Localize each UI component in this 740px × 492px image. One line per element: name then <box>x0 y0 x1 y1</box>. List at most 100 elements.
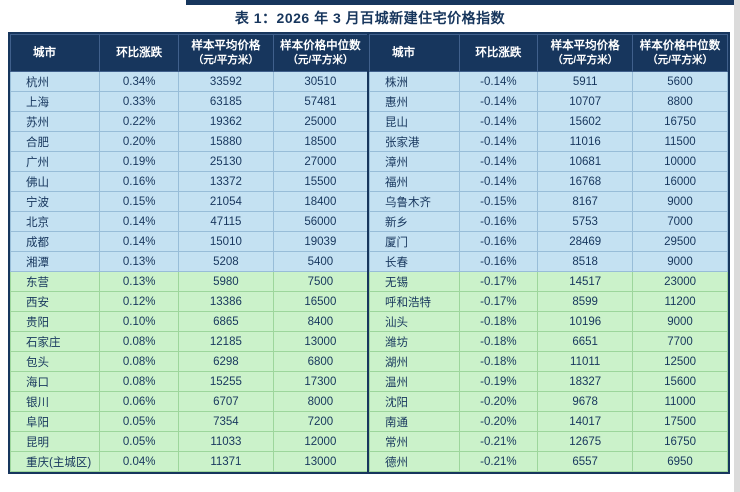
median-price-cell: 7700 <box>632 331 728 352</box>
city-cell: 北京 <box>9 211 101 232</box>
avg-price-cell: 8599 <box>537 291 634 312</box>
median-price-cell: 16750 <box>632 111 728 132</box>
table-row: 沈阳 -0.20% 9678 11000 <box>369 391 728 412</box>
median-price-cell: 13000 <box>272 331 369 352</box>
change-cell: 0.12% <box>99 291 180 312</box>
median-price-cell: 19039 <box>272 231 369 252</box>
avg-price-cell: 5911 <box>537 71 634 92</box>
median-price-cell: 57481 <box>272 91 369 112</box>
table-row: 温州 -0.19% 18327 15600 <box>369 371 728 392</box>
header-median-price: 样本价格中位数 （元/平方米） <box>632 34 728 72</box>
avg-price-cell: 8518 <box>537 251 634 272</box>
change-cell: -0.15% <box>458 191 539 212</box>
table-row: 潍坊 -0.18% 6651 7700 <box>369 331 728 352</box>
change-cell: 0.08% <box>99 351 180 372</box>
median-price-cell: 6950 <box>632 451 728 472</box>
header-unit-label: （元/平方米） <box>647 53 714 66</box>
avg-price-cell: 11033 <box>178 431 274 452</box>
change-cell: -0.14% <box>458 91 539 112</box>
median-price-cell: 8800 <box>632 91 728 112</box>
header-unit-label: （元/平方米） <box>287 53 354 66</box>
city-cell: 惠州 <box>369 91 460 112</box>
avg-price-cell: 15255 <box>178 371 274 392</box>
change-cell: 0.22% <box>99 111 180 132</box>
avg-price-cell: 6865 <box>178 311 274 332</box>
city-cell: 湘潭 <box>9 251 101 272</box>
city-cell: 湖州 <box>369 351 460 372</box>
city-cell: 佛山 <box>9 171 101 192</box>
table-row: 漳州 -0.14% 10681 10000 <box>369 151 728 172</box>
header-avg-price: 样本平均价格 （元/平方米） <box>178 34 274 72</box>
header-city: 城市 <box>369 34 460 72</box>
city-cell: 重庆(主城区) <box>9 451 101 472</box>
avg-price-cell: 13386 <box>178 291 274 312</box>
avg-price-cell: 5753 <box>537 211 634 232</box>
table-row: 常州 -0.21% 12675 16750 <box>369 431 728 452</box>
city-cell: 成都 <box>9 231 101 252</box>
city-cell: 沈阳 <box>369 391 460 412</box>
table-row: 呼和浩特 -0.17% 8599 11200 <box>369 291 728 312</box>
left-table-body: 杭州 0.34% 33592 30510 上海 0.33% 63185 57481 苏州 0.22… <box>9 71 369 472</box>
city-cell: 德州 <box>369 451 460 472</box>
change-cell: 0.34% <box>99 71 180 92</box>
city-cell: 乌鲁木齐 <box>369 191 460 212</box>
header-change: 环比涨跌 <box>458 34 539 72</box>
table-row: 长春 -0.16% 8518 9000 <box>369 251 728 272</box>
table-row: 贵阳 0.10% 6865 8400 <box>9 311 369 332</box>
median-price-cell: 16750 <box>632 431 728 452</box>
right-edge-strip <box>734 0 740 492</box>
table-row: 昆明 0.05% 11033 12000 <box>9 431 369 452</box>
header-label: 环比涨跌 <box>475 46 522 59</box>
median-price-cell: 18400 <box>272 191 369 212</box>
change-cell: -0.14% <box>458 171 539 192</box>
city-cell: 海口 <box>9 371 101 392</box>
avg-price-cell: 47115 <box>178 211 274 232</box>
city-cell: 包头 <box>9 351 101 372</box>
change-cell: 0.13% <box>99 251 180 272</box>
header-unit-label: （元/平方米） <box>552 53 619 66</box>
city-cell: 石家庄 <box>9 331 101 352</box>
city-cell: 上海 <box>9 91 101 112</box>
table-row: 湘潭 0.13% 5208 5400 <box>9 251 369 272</box>
avg-price-cell: 28469 <box>537 231 634 252</box>
right-table-body: 株洲 -0.14% 5911 5600 惠州 -0.14% 10707 8800 昆山 -0.14… <box>369 71 728 472</box>
avg-price-cell: 6298 <box>178 351 274 372</box>
median-price-cell: 5600 <box>632 71 728 92</box>
avg-price-cell: 21054 <box>178 191 274 212</box>
header-label: 环比涨跌 <box>116 46 163 59</box>
change-cell: 0.08% <box>99 331 180 352</box>
median-price-cell: 10000 <box>632 151 728 172</box>
median-price-cell: 29500 <box>632 231 728 252</box>
median-price-cell: 11500 <box>632 131 728 152</box>
median-price-cell: 7000 <box>632 211 728 232</box>
avg-price-cell: 14017 <box>537 411 634 432</box>
change-cell: 0.05% <box>99 431 180 452</box>
change-cell: -0.18% <box>458 311 539 332</box>
avg-price-cell: 5980 <box>178 271 274 292</box>
change-cell: -0.14% <box>458 131 539 152</box>
avg-price-cell: 10707 <box>537 91 634 112</box>
change-cell: -0.20% <box>458 391 539 412</box>
avg-price-cell: 13372 <box>178 171 274 192</box>
header-label: 样本价格中位数 <box>639 39 721 52</box>
change-cell: -0.21% <box>458 451 539 472</box>
change-cell: 0.33% <box>99 91 180 112</box>
change-cell: 0.05% <box>99 411 180 432</box>
change-cell: 0.19% <box>99 151 180 172</box>
avg-price-cell: 12675 <box>537 431 634 452</box>
header-median-price: 样本价格中位数 （元/平方米） <box>272 34 369 72</box>
header-label: 样本价格中位数 <box>280 39 361 52</box>
table-row: 宁波 0.15% 21054 18400 <box>9 191 369 212</box>
city-cell: 福州 <box>369 171 460 192</box>
table-row: 惠州 -0.14% 10707 8800 <box>369 91 728 112</box>
table-row: 西安 0.12% 13386 16500 <box>9 291 369 312</box>
city-cell: 株洲 <box>369 71 460 92</box>
table-row: 新乡 -0.16% 5753 7000 <box>369 211 728 232</box>
avg-price-cell: 15602 <box>537 111 634 132</box>
city-cell: 苏州 <box>9 111 101 132</box>
city-cell: 呼和浩特 <box>369 291 460 312</box>
city-cell: 西安 <box>9 291 101 312</box>
change-cell: -0.17% <box>458 291 539 312</box>
change-cell: -0.19% <box>458 371 539 392</box>
